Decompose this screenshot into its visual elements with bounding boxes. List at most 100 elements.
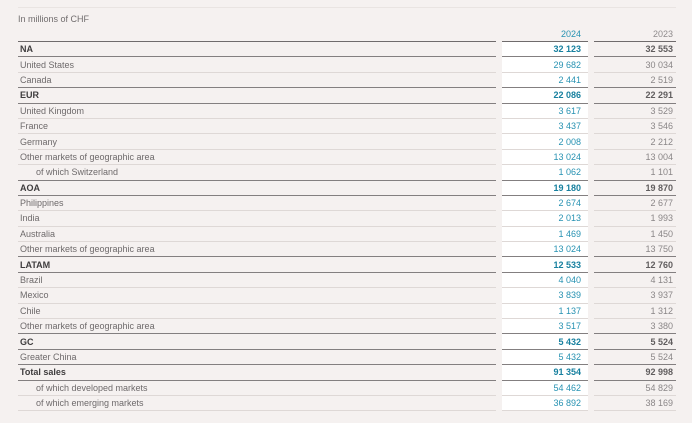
- row-label: LATAM: [18, 257, 496, 273]
- row-value-2024: 36 892: [502, 395, 588, 412]
- table-row: LATAM 12 533 12 760: [18, 257, 676, 273]
- table-row: Other markets of geographic area 13 024 …: [18, 149, 676, 166]
- row-value-2024: 12 533: [502, 257, 588, 273]
- table-row: Chile 1 137 1 312: [18, 303, 676, 320]
- table-row: of which Switzerland 1 062 1 101: [18, 165, 676, 181]
- row-label: Chile: [18, 304, 496, 320]
- row-label: Germany: [18, 134, 496, 150]
- row-value-2023: 5 524: [594, 334, 676, 350]
- unit-caption: In millions of CHF: [18, 14, 90, 24]
- table-row: Total sales 91 354 92 998: [18, 365, 676, 381]
- row-label: EUR: [18, 88, 496, 104]
- row-value-2024: 5 432: [502, 334, 588, 350]
- row-value-2023: 1 993: [594, 211, 676, 227]
- table-row: GC 5 432 5 524: [18, 334, 676, 350]
- row-value-2023: 1 312: [594, 304, 676, 320]
- row-value-2023: 22 291: [594, 88, 676, 104]
- row-value-2024: 5 432: [502, 349, 588, 366]
- header-spacer: [18, 27, 496, 42]
- column-header-2023: 2023: [594, 27, 676, 42]
- sales-by-geography-table: 2024 2023 NA 32 123 32 553 United States…: [18, 27, 676, 412]
- table-row: of which developed markets 54 462 54 829: [18, 380, 676, 396]
- row-label: of which Switzerland: [18, 165, 496, 181]
- row-value-2023: 5 524: [594, 350, 676, 366]
- row-value-2024: 3 839: [502, 288, 588, 304]
- table-row: Other markets of geographic area 13 024 …: [18, 242, 676, 258]
- table-row: EUR 22 086 22 291: [18, 88, 676, 104]
- row-value-2024: 3 517: [502, 319, 588, 335]
- row-value-2024: 2 013: [502, 211, 588, 227]
- row-value-2023: 1 101: [594, 165, 676, 181]
- table-row: India 2 013 1 993: [18, 211, 676, 227]
- row-value-2024: 3 437: [502, 118, 588, 135]
- row-label: Mexico: [18, 288, 496, 304]
- row-label: Other markets of geographic area: [18, 150, 496, 166]
- row-value-2023: 13 750: [594, 242, 676, 258]
- row-label: Canada: [18, 73, 496, 89]
- table-header-row: 2024 2023: [18, 27, 676, 42]
- row-label: of which developed markets: [18, 381, 496, 396]
- row-value-2023: 2 677: [594, 196, 676, 212]
- row-value-2023: 2 212: [594, 134, 676, 150]
- row-value-2024: 4 040: [502, 272, 588, 289]
- top-divider: [18, 7, 676, 8]
- row-label: Greater China: [18, 350, 496, 366]
- row-value-2024: 29 682: [502, 57, 588, 73]
- sales-table-body: NA 32 123 32 553 United States 29 682 30…: [18, 42, 676, 412]
- row-label: AOA: [18, 181, 496, 196]
- report-page: In millions of CHF 2024 2023 NA 32 123 3…: [18, 7, 676, 412]
- table-row: AOA 19 180 19 870: [18, 180, 676, 196]
- table-row: Australia 1 469 1 450: [18, 226, 676, 243]
- row-value-2024: 19 180: [502, 180, 588, 196]
- row-value-2024: 22 086: [502, 88, 588, 104]
- row-label: Australia: [18, 227, 496, 243]
- row-value-2023: 1 450: [594, 227, 676, 243]
- row-value-2023: 38 169: [594, 396, 676, 412]
- row-label: NA: [18, 42, 496, 58]
- row-value-2023: 2 519: [594, 73, 676, 89]
- table-row: Philippines 2 674 2 677: [18, 195, 676, 212]
- row-value-2024: 91 354: [502, 365, 588, 381]
- row-value-2023: 3 937: [594, 288, 676, 304]
- row-value-2024: 2 674: [502, 195, 588, 212]
- row-value-2023: 32 553: [594, 42, 676, 58]
- row-label: United Kingdom: [18, 104, 496, 119]
- row-value-2024: 2 008: [502, 134, 588, 150]
- table-row: NA 32 123 32 553: [18, 42, 676, 58]
- table-row: United Kingdom 3 617 3 529: [18, 103, 676, 119]
- row-value-2023: 30 034: [594, 57, 676, 73]
- table-row: Brazil 4 040 4 131: [18, 272, 676, 289]
- table-row: Greater China 5 432 5 524: [18, 349, 676, 366]
- row-value-2023: 92 998: [594, 365, 676, 381]
- row-value-2024: 1 469: [502, 226, 588, 243]
- row-value-2023: 3 546: [594, 119, 676, 135]
- row-value-2023: 13 004: [594, 150, 676, 166]
- row-value-2023: 3 380: [594, 319, 676, 335]
- table-row: Germany 2 008 2 212: [18, 134, 676, 150]
- row-value-2023: 3 529: [594, 104, 676, 119]
- row-value-2023: 4 131: [594, 273, 676, 289]
- table-row: Canada 2 441 2 519: [18, 72, 676, 89]
- row-value-2023: 12 760: [594, 257, 676, 273]
- table-row: Mexico 3 839 3 937: [18, 288, 676, 304]
- row-value-2024: 1 062: [502, 165, 588, 181]
- row-label: Other markets of geographic area: [18, 242, 496, 258]
- row-label: Other markets of geographic area: [18, 319, 496, 335]
- column-header-2024: 2024: [502, 27, 588, 42]
- row-label: India: [18, 211, 496, 227]
- row-label: Total sales: [18, 365, 496, 381]
- row-value-2023: 19 870: [594, 181, 676, 196]
- row-value-2024: 2 441: [502, 72, 588, 89]
- row-value-2024: 3 617: [502, 103, 588, 119]
- row-value-2024: 54 462: [502, 380, 588, 396]
- table-row: United States 29 682 30 034: [18, 57, 676, 73]
- row-value-2024: 32 123: [502, 42, 588, 58]
- row-value-2024: 13 024: [502, 242, 588, 258]
- row-label: Philippines: [18, 196, 496, 212]
- table-row: of which emerging markets 36 892 38 169: [18, 395, 676, 412]
- row-label: United States: [18, 57, 496, 73]
- row-label: Brazil: [18, 273, 496, 289]
- table-row: Other markets of geographic area 3 517 3…: [18, 319, 676, 335]
- row-value-2023: 54 829: [594, 381, 676, 396]
- row-label: GC: [18, 334, 496, 350]
